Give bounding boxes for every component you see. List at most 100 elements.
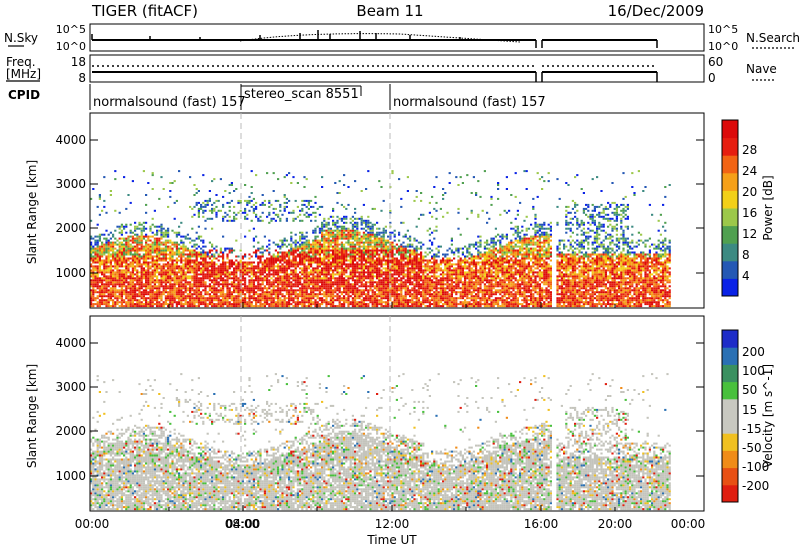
- power-cell: [428, 301, 431, 304]
- power-cell: [303, 237, 306, 240]
- power-cell: [391, 283, 394, 286]
- power-cell: [257, 281, 260, 284]
- power-cell: [296, 305, 299, 308]
- power-cell: [127, 249, 130, 252]
- power-cell: [114, 291, 117, 294]
- power-cell: [160, 281, 163, 284]
- power-cell: [230, 285, 233, 288]
- power-cell: [420, 291, 423, 294]
- power-cell: [255, 287, 258, 290]
- power-cell: [129, 261, 132, 264]
- power-cell: [116, 263, 119, 266]
- power-cell: [266, 275, 269, 278]
- power-cell: [250, 263, 253, 266]
- power-cell: [134, 249, 137, 252]
- power-cell: [402, 273, 405, 276]
- power-cell: [136, 305, 139, 308]
- power-cell: [208, 261, 211, 264]
- power-cell: [151, 243, 154, 246]
- power-cell: [422, 277, 425, 280]
- power-cell: [321, 247, 324, 250]
- power-cell: [167, 227, 170, 230]
- power-cell: [127, 295, 130, 298]
- power-cell: [224, 283, 227, 286]
- power-cell: [343, 287, 346, 290]
- power-cell: [120, 241, 123, 244]
- power-cell: [164, 239, 167, 242]
- power-cell: [415, 261, 418, 264]
- power-cell: [96, 253, 99, 256]
- power-cell: [354, 301, 357, 304]
- power-cell: [169, 281, 172, 284]
- power-cell: [98, 299, 101, 302]
- power-cell: [351, 215, 354, 218]
- power-cell: [145, 283, 148, 286]
- power-cell: [356, 235, 359, 238]
- power-cell: [409, 251, 412, 254]
- power-cell: [94, 257, 97, 260]
- power-cell: [406, 279, 409, 282]
- power-cell: [169, 239, 172, 242]
- power-cell: [136, 275, 139, 278]
- power-cell: [272, 283, 275, 286]
- power-cell: [422, 299, 425, 302]
- power-cell: [217, 297, 220, 300]
- power-cell: [360, 285, 363, 288]
- power-cell: [94, 291, 97, 294]
- power-cell: [316, 285, 319, 288]
- power-cell: [351, 263, 354, 266]
- power-cell: [323, 285, 326, 288]
- power-cell: [178, 299, 181, 302]
- power-cell: [422, 285, 425, 288]
- power-cell: [142, 305, 145, 308]
- power-cell: [252, 275, 255, 278]
- power-cell: [292, 241, 295, 244]
- power-cell: [107, 267, 110, 270]
- power-cell: [191, 279, 194, 282]
- power-cell: [360, 291, 363, 294]
- power-cell: [384, 275, 387, 278]
- power-cell: [387, 279, 390, 282]
- power-cell: [195, 287, 198, 290]
- power-cell: [292, 273, 295, 276]
- power-cell: [107, 289, 110, 292]
- power-cell: [123, 255, 126, 258]
- power-cell: [184, 273, 187, 276]
- power-cell: [321, 259, 324, 262]
- power-cell: [147, 182, 150, 184]
- power-cell: [149, 273, 152, 276]
- power-cell: [417, 271, 420, 274]
- power-cell: [129, 297, 132, 300]
- power-cell: [145, 203, 148, 206]
- power-cell: [266, 273, 269, 276]
- power-cell: [367, 285, 370, 288]
- power-cell: [369, 283, 372, 286]
- power-cell: [303, 265, 306, 268]
- power-cell: [257, 305, 260, 308]
- power-cell: [387, 255, 390, 258]
- power-cell: [134, 227, 137, 230]
- power-cell: [283, 275, 286, 278]
- power-cell: [175, 291, 178, 294]
- power-cell: [94, 277, 97, 280]
- power-cell: [158, 293, 161, 296]
- power-cell: [211, 285, 214, 288]
- power-cell: [340, 241, 343, 244]
- power-cell: [417, 299, 420, 302]
- power-cell: [127, 281, 130, 284]
- power-cell: [354, 257, 357, 260]
- power-cell: [222, 261, 225, 264]
- power-cell: [162, 233, 165, 236]
- power-cell: [222, 195, 225, 198]
- power-cell: [92, 287, 95, 290]
- power-cell: [213, 207, 216, 210]
- power-cell: [411, 277, 414, 280]
- power-cell: [206, 285, 209, 288]
- power-cell: [268, 271, 271, 274]
- power-cell: [321, 233, 324, 236]
- power-cell: [156, 251, 159, 254]
- power-cell: [123, 257, 126, 260]
- power-cell: [248, 283, 251, 286]
- power-cell: [167, 291, 170, 294]
- power-cell: [94, 247, 97, 250]
